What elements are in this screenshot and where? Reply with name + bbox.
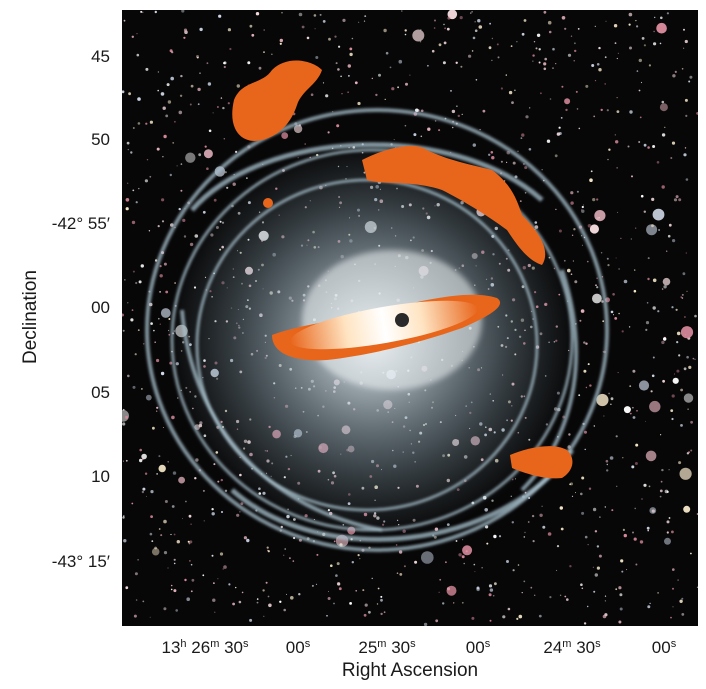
x-tick-label: 13h 26m 30s [161,638,249,657]
x-tick-label: 00s [651,638,677,657]
inner-radio-jet [272,294,501,361]
x-axis-title: Right Ascension [341,660,479,681]
nucleus-dust [395,313,409,327]
y-tick-label: 10 [91,467,110,486]
x-tick-label: 00s [465,638,491,657]
y-tick-label: 50 [91,130,110,149]
y-tick-label: -42° 55′ [51,214,110,233]
x-tick-label: 25m 30s [358,638,416,657]
sky-image-frame [122,10,698,626]
sky-image [122,10,698,626]
radio-lobe-south [510,446,573,479]
y-tick-label: 00 [91,298,110,317]
y-tick-label: -43° 15′ [51,552,110,571]
y-axis-title: Declination [20,270,41,364]
x-tick-label: 00s [285,638,311,657]
y-tick-label: 45 [91,47,110,66]
x-tick-label: 24m 30s [543,638,601,657]
halo-shells [145,108,609,552]
radio-lobe-north [232,60,546,265]
y-tick-label: 05 [91,383,110,402]
